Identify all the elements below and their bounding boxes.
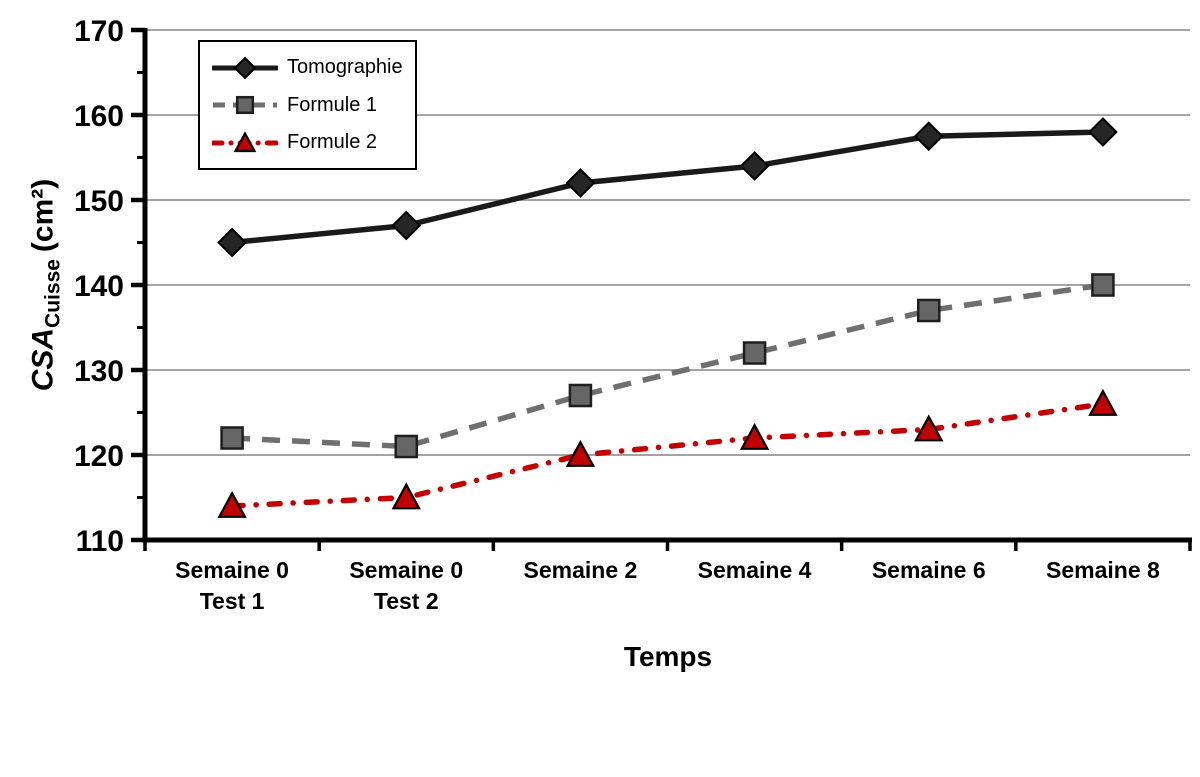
y-tick-label-110: 110 <box>76 525 124 558</box>
y-tick-label-170: 170 <box>74 15 124 48</box>
x-category-label-0-line-1: Test 1 <box>200 588 265 614</box>
x-category-label-0-line-0: Semaine 0 <box>175 557 289 583</box>
y-tick-label-140: 140 <box>74 270 124 303</box>
marker-formule-2-4 <box>914 414 944 442</box>
legend-marker-tomographie <box>233 56 257 79</box>
marker-tomographie-0 <box>217 227 247 258</box>
y-tick-label-130: 130 <box>74 355 124 388</box>
legend-label-formule-2: Formule 2 <box>287 131 378 153</box>
y-axis-title-main: CSA <box>26 327 60 392</box>
marker-formule-1-2 <box>568 383 593 408</box>
legend: Tomographie Formule 1 Formule 2 <box>198 40 417 170</box>
y-axis-title-subscript: Cuisse <box>41 259 65 328</box>
marker-formule-1-1 <box>394 434 419 459</box>
marker-formule-2-0 <box>217 490 247 518</box>
marker-tomographie-3 <box>739 151 770 181</box>
legend-sample-tomographie-diamond-icon <box>212 56 278 79</box>
y-tick-label-160: 160 <box>74 100 124 133</box>
marker-formule-2-2 <box>565 439 596 467</box>
marker-formule-1-4 <box>916 298 941 323</box>
y-tick-label-150: 150 <box>74 185 124 218</box>
legend-sample-formule-2-triangle-icon <box>212 130 278 152</box>
legend-item-tomographie: Tomographie <box>212 56 415 80</box>
y-axis-title: CSACuisse (cm²) <box>27 179 66 392</box>
x-category-label-5-line-0: Semaine 8 <box>1046 557 1160 583</box>
x-category-label-1-line-0: Semaine 0 <box>349 557 463 583</box>
legend-marker-formule-2 <box>233 130 257 152</box>
legend-marker-formule-1 <box>235 95 255 115</box>
x-category-label-4-line-0: Semaine 6 <box>872 557 986 583</box>
marker-tomographie-2 <box>565 168 596 198</box>
y-axis-title-unit: (cm²) <box>26 178 60 253</box>
x-axis-title: Temps <box>623 641 713 672</box>
x-category-label-3-line-0: Semaine 4 <box>698 557 812 583</box>
legend-item-formule-1: Formule 1 <box>212 93 415 117</box>
legend-label-tomographie: Tomographie <box>287 56 403 78</box>
marker-formule-2-5 <box>1088 388 1118 416</box>
x-category-label-2-line-0: Semaine 2 <box>524 557 638 583</box>
marker-tomographie-1 <box>391 210 422 241</box>
marker-formule-1-3 <box>742 341 767 365</box>
legend-label-formule-1: Formule 1 <box>287 93 378 116</box>
legend-sample-formule-1-square-icon <box>213 95 277 115</box>
y-tick-label-120: 120 <box>74 440 124 473</box>
marker-formule-2-3 <box>739 422 770 450</box>
marker-tomographie-4 <box>913 121 944 152</box>
marker-tomographie-5 <box>1088 117 1118 147</box>
marker-formule-2-1 <box>391 482 421 510</box>
marker-formule-1-0 <box>220 426 244 450</box>
series-line-tomographie <box>229 129 1106 246</box>
x-category-label-1-line-1: Test 2 <box>374 588 439 614</box>
marker-formule-1-5 <box>1091 273 1115 297</box>
legend-item-formule-2: Formule 2 <box>212 130 415 155</box>
